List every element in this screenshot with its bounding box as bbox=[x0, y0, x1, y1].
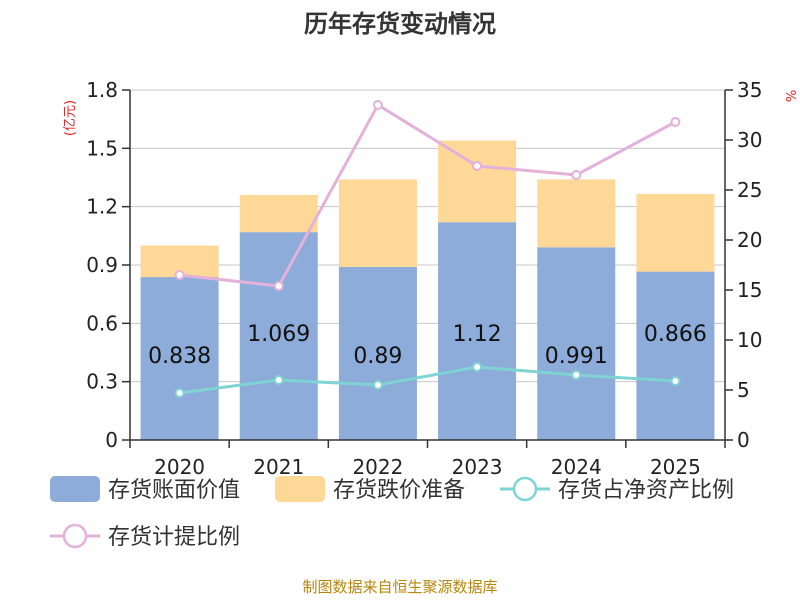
bars bbox=[140, 140, 715, 440]
bar-book-value bbox=[239, 232, 318, 440]
y-left-tick-label: 1.5 bbox=[86, 136, 118, 160]
y-right-tick-label: 0 bbox=[737, 428, 750, 452]
y-left-tick-label: 0.3 bbox=[86, 370, 118, 394]
y-left-tick-label: 0.6 bbox=[86, 311, 118, 335]
x-tick-label: 2020 bbox=[154, 455, 205, 479]
bar-value-label: 0.991 bbox=[545, 344, 608, 369]
y-right-tick-label: 10 bbox=[737, 328, 762, 352]
legend-marker bbox=[512, 476, 538, 502]
line-point bbox=[372, 100, 383, 110]
bar-labels: 0.838 1.069 0.89 1.12 0.991 0.866 bbox=[148, 322, 707, 369]
y-right-tick-label: 30 bbox=[737, 128, 762, 152]
bar-value-label: 1.069 bbox=[247, 322, 310, 347]
legend-label: 存货跌价准备 bbox=[333, 478, 465, 503]
line-net-asset-ratio bbox=[179, 365, 676, 395]
lines bbox=[174, 100, 681, 398]
y-right-tick-label: 5 bbox=[737, 378, 750, 402]
line-point bbox=[174, 270, 185, 280]
legend-label: 存货账面价值 bbox=[108, 478, 240, 503]
line-point bbox=[174, 388, 185, 398]
y-right-unit: % bbox=[785, 90, 800, 102]
line-point bbox=[273, 281, 284, 291]
bar-book-value bbox=[140, 277, 219, 440]
line-provision-ratio bbox=[179, 102, 677, 288]
bar-impairment bbox=[636, 194, 715, 272]
bar-value-label: 0.838 bbox=[148, 344, 211, 369]
y-left-tick-label: 1.8 bbox=[86, 78, 118, 102]
bar-book-value bbox=[537, 247, 616, 440]
bar-book-value bbox=[338, 266, 417, 440]
y-left-unit: (亿元) bbox=[63, 100, 78, 136]
bar-book-value bbox=[636, 271, 715, 440]
line-point bbox=[273, 375, 284, 385]
line-point bbox=[372, 380, 383, 390]
legend-swatch bbox=[50, 476, 100, 502]
x-tick-label: 2025 bbox=[650, 455, 701, 479]
y-right-tick-label: 15 bbox=[737, 278, 762, 302]
legend-marker bbox=[62, 523, 88, 549]
y-right-tick-label: 35 bbox=[737, 78, 762, 102]
bar-value-label: 0.866 bbox=[644, 322, 707, 347]
x-tick-label: 2023 bbox=[452, 455, 503, 479]
bar-value-label: 0.89 bbox=[353, 344, 402, 369]
y-left-tick-label: 1.2 bbox=[86, 195, 118, 219]
source-note: 制图数据来自恒生聚源数据库 bbox=[302, 578, 497, 596]
bar-impairment bbox=[338, 179, 417, 267]
bar-impairment bbox=[537, 179, 616, 248]
line-point bbox=[472, 362, 483, 372]
line-point bbox=[472, 161, 483, 171]
line-point bbox=[670, 117, 681, 127]
legend-label: 存货计提比例 bbox=[108, 525, 240, 550]
line-point bbox=[571, 170, 582, 180]
bar-book-value bbox=[438, 222, 517, 440]
legend-label: 存货占净资产比例 bbox=[558, 478, 734, 503]
line-point bbox=[670, 376, 681, 386]
x-tick-label: 2024 bbox=[551, 455, 602, 479]
line-point bbox=[571, 370, 582, 380]
y-right-tick-label: 25 bbox=[737, 178, 762, 202]
y-right-tick-label: 20 bbox=[737, 228, 762, 252]
bar-impairment bbox=[438, 140, 517, 223]
x-tick-label: 2021 bbox=[253, 455, 304, 479]
legend-swatch bbox=[275, 476, 325, 502]
y-left-tick-label: 0.9 bbox=[86, 253, 118, 277]
y-left-tick-label: 0 bbox=[105, 428, 118, 452]
x-tick-label: 2022 bbox=[352, 455, 403, 479]
gridlines bbox=[130, 89, 725, 441]
bar-value-label: 1.12 bbox=[453, 322, 502, 347]
bar-impairment bbox=[239, 195, 318, 233]
chart-title: 历年存货变动情况 bbox=[304, 10, 496, 38]
